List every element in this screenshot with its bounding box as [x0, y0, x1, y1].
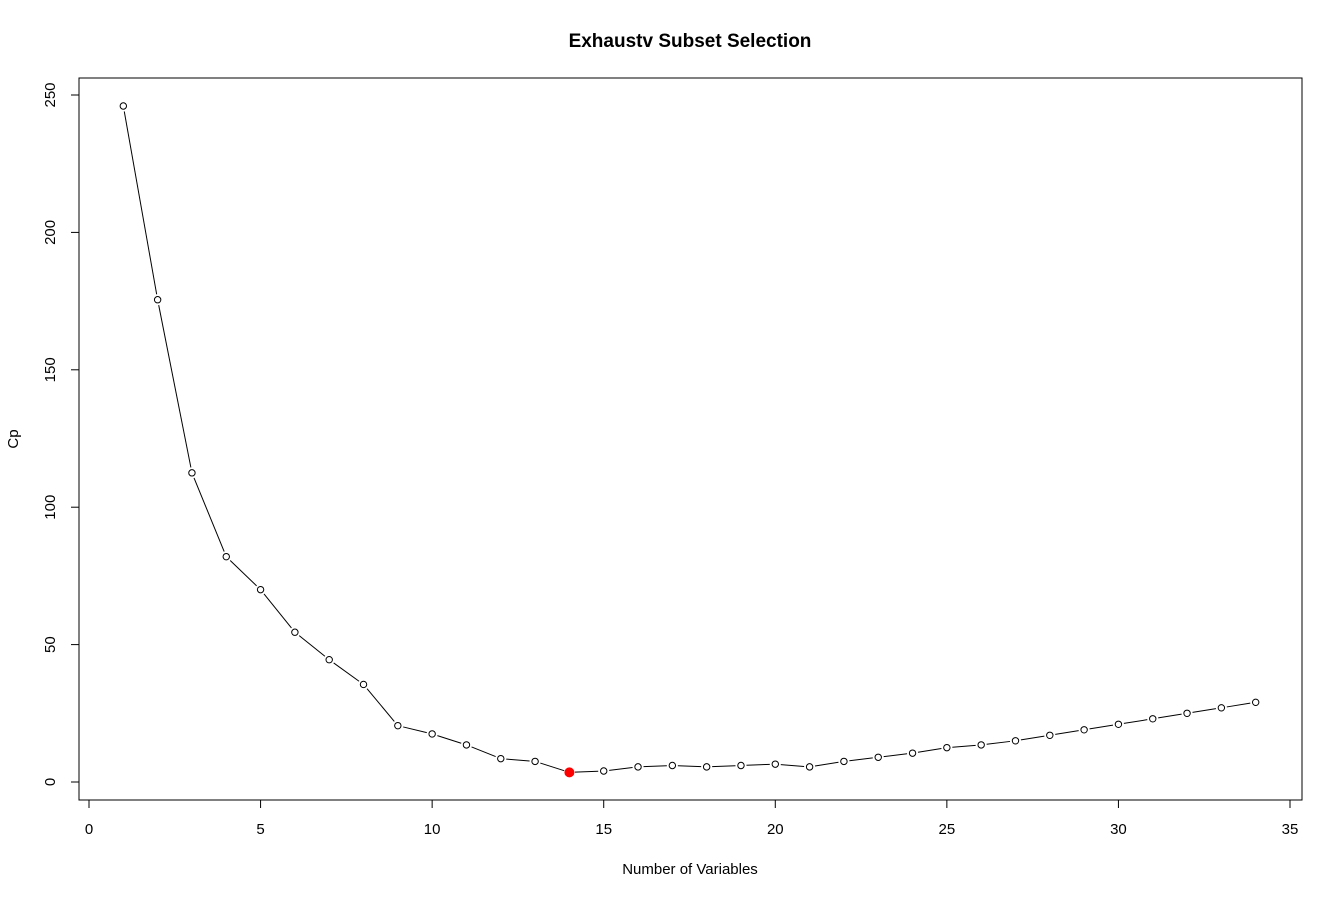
data-point	[256, 585, 265, 594]
data-point	[1046, 731, 1054, 739]
data-point	[668, 761, 677, 770]
x-tick-label: 35	[1282, 821, 1299, 838]
data-point	[119, 102, 128, 110]
series-segment	[298, 635, 326, 657]
series-segment	[1226, 702, 1251, 708]
data-point	[462, 741, 471, 749]
x-tick-label: 10	[424, 821, 441, 838]
series-segment	[229, 560, 257, 587]
series-segment	[263, 593, 292, 629]
y-tick-label: 50	[42, 636, 59, 653]
series-segment	[1020, 735, 1045, 741]
series-segment	[849, 757, 873, 762]
min-cp-point	[564, 767, 575, 778]
data-point	[153, 296, 162, 304]
series-segment	[333, 662, 360, 682]
series-segment	[403, 726, 427, 734]
y-axis-label: Cp	[5, 429, 22, 448]
series-segment	[437, 735, 462, 744]
data-point	[1217, 704, 1226, 712]
series-segment	[883, 753, 908, 758]
data-point	[1149, 715, 1157, 723]
data-point	[908, 749, 917, 757]
data-point	[1251, 698, 1260, 707]
series-segment	[574, 770, 599, 773]
data-point	[977, 741, 985, 749]
data-point	[1011, 737, 1020, 745]
data-point	[771, 760, 779, 768]
series-segment	[540, 762, 565, 772]
data-point	[600, 767, 608, 775]
series-segment	[1055, 730, 1079, 735]
series-group	[119, 102, 1260, 778]
series-segment	[123, 111, 158, 295]
data-point	[1183, 709, 1191, 717]
data-point	[188, 469, 196, 477]
y-tick-label: 250	[42, 82, 59, 107]
y-tick-label: 150	[42, 357, 59, 382]
series-segment	[780, 764, 805, 767]
series-segment	[917, 748, 942, 753]
y-tick-label: 200	[42, 220, 59, 245]
x-tick-label: 0	[85, 821, 93, 838]
chart-title: Exhaustv Subset Selection	[569, 31, 812, 52]
data-point	[497, 754, 505, 763]
data-point	[325, 656, 333, 664]
y-tick-label: 0	[42, 778, 59, 786]
series-segment	[643, 765, 667, 768]
series-segment	[746, 763, 770, 766]
data-point	[428, 730, 436, 738]
x-axis-label: Number of Variables	[622, 861, 758, 878]
x-tick-label: 25	[939, 821, 956, 838]
series-segment	[193, 477, 225, 552]
data-point	[394, 721, 402, 730]
x-tick-label: 20	[767, 821, 784, 838]
data-point	[531, 757, 539, 766]
series-segment	[712, 765, 736, 768]
series-segment	[1192, 708, 1217, 713]
data-point	[291, 628, 299, 636]
series-segment	[471, 746, 496, 758]
data-point	[840, 757, 848, 766]
x-tick-label: 30	[1110, 821, 1127, 838]
data-point	[805, 763, 814, 771]
series-segment	[1123, 719, 1148, 724]
series-segment	[814, 761, 839, 767]
series-segment	[1158, 713, 1182, 719]
data-point	[943, 743, 951, 752]
series-segment	[1089, 724, 1114, 730]
series-segment	[158, 305, 192, 468]
x-tick-label: 15	[595, 821, 612, 838]
series-segment	[506, 758, 530, 762]
x-axis: 0 5 10 15 20 25 30 35	[85, 799, 1299, 838]
data-point	[359, 680, 368, 689]
series-segment	[609, 767, 633, 771]
data-point	[1080, 726, 1088, 734]
data-point	[634, 763, 642, 771]
data-point	[702, 763, 711, 771]
x-tick-label: 5	[256, 821, 264, 838]
data-point	[222, 552, 230, 561]
series-segment	[366, 688, 395, 722]
plot-frame	[78, 77, 1303, 801]
data-point	[737, 761, 745, 770]
y-axis: 0 50 100 150 200 250	[42, 82, 80, 786]
data-point	[1114, 720, 1123, 728]
data-point	[874, 753, 882, 761]
series-segment	[952, 744, 976, 748]
y-tick-label: 100	[42, 495, 59, 520]
series-segment	[986, 740, 1011, 745]
series-segment	[677, 765, 702, 768]
